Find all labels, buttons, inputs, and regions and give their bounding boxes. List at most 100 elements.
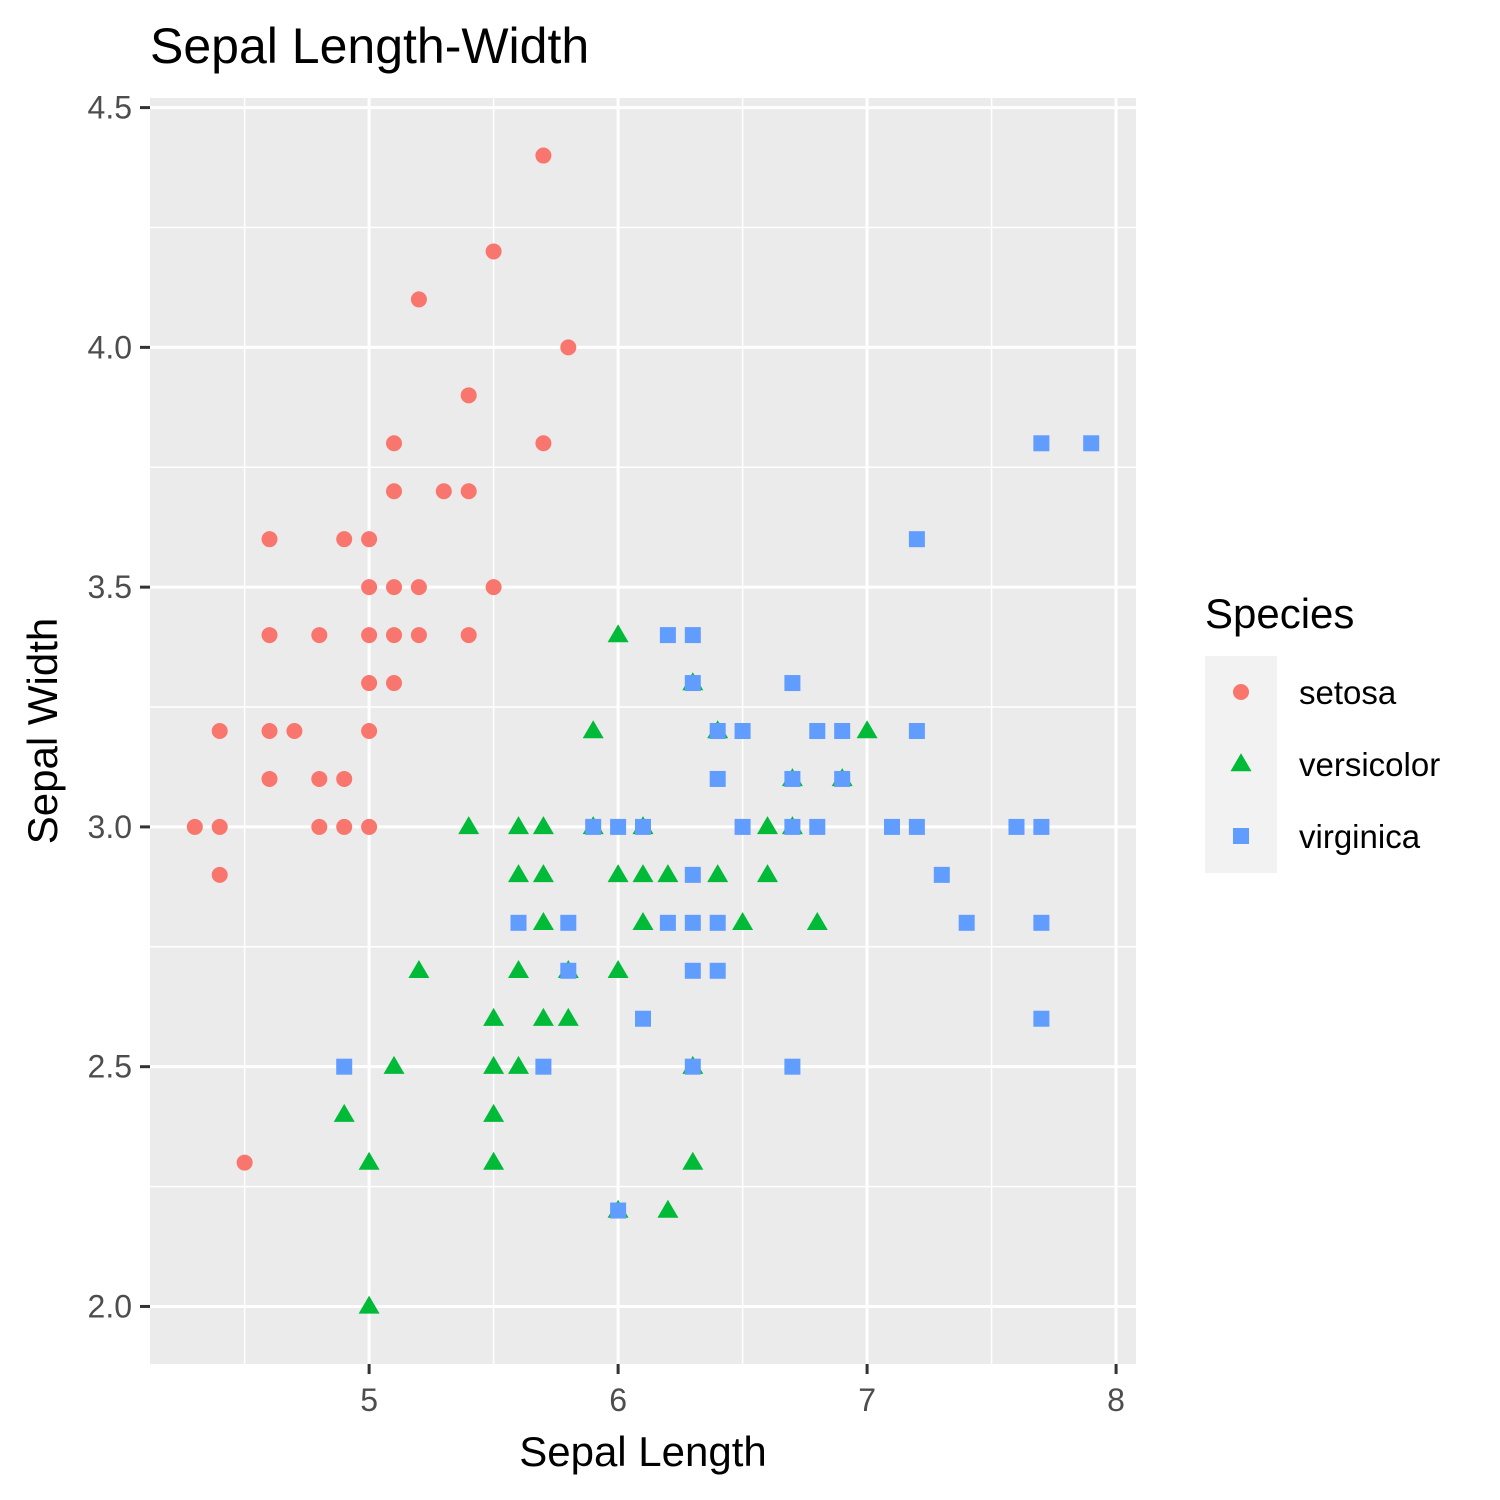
versicolor-point — [607, 959, 629, 978]
setosa-point — [361, 723, 378, 739]
versicolor-point — [732, 912, 754, 931]
versicolor-point — [856, 720, 878, 739]
versicolor-point — [707, 864, 729, 883]
virginica-point — [336, 1058, 353, 1075]
legend-label-virginica: virginica — [1299, 818, 1421, 855]
virginica-point — [809, 818, 826, 835]
setosa-point — [485, 579, 502, 596]
setosa-point — [386, 627, 403, 644]
versicolor-point — [532, 1007, 554, 1026]
virginica-point — [635, 1010, 651, 1027]
virginica-point — [659, 914, 676, 931]
virginica-point — [784, 1058, 801, 1075]
versicolor-point — [582, 720, 604, 739]
legend-item-virginica: virginica — [1233, 818, 1421, 855]
data-points — [186, 147, 1100, 1314]
y-tick-label: 4.0 — [88, 329, 132, 365]
setosa-point — [361, 627, 378, 644]
setosa-point — [361, 675, 378, 692]
virginica-point — [709, 723, 726, 739]
setosa-point — [460, 387, 477, 404]
versicolor-point — [756, 864, 778, 883]
setosa-point — [386, 579, 403, 596]
setosa-point — [535, 435, 552, 452]
y-axis: 2.0 2.5 3.0 3.5 4.0 4.5 — [88, 90, 150, 1324]
virginica-point — [709, 962, 726, 979]
versicolor-point — [806, 912, 828, 931]
versicolor-point — [458, 816, 480, 835]
virginica-point — [560, 962, 577, 979]
legend-title: Species — [1205, 590, 1354, 637]
legend-key-setosa — [1233, 684, 1249, 700]
series-setosa — [186, 147, 577, 1171]
virginica-point — [834, 723, 851, 739]
versicolor-point — [532, 912, 554, 931]
legend-label-versicolor: versicolor — [1299, 746, 1440, 783]
setosa-point — [361, 531, 378, 548]
x-tick-label: 5 — [360, 1382, 378, 1418]
setosa-point — [386, 483, 403, 500]
setosa-point — [336, 818, 353, 835]
x-tick-label: 6 — [609, 1382, 627, 1418]
setosa-point — [410, 291, 427, 308]
setosa-point — [236, 1154, 253, 1171]
x-axis-title: Sepal Length — [519, 1428, 767, 1475]
y-tick-label: 3.0 — [88, 809, 132, 845]
virginica-point — [734, 723, 751, 739]
virginica-point — [684, 866, 701, 883]
versicolor-point — [657, 864, 679, 883]
virginica-point — [933, 866, 950, 883]
virginica-point — [734, 818, 751, 835]
versicolor-point — [508, 959, 530, 978]
virginica-point — [510, 914, 527, 931]
x-axis: 5 6 7 8 — [360, 1364, 1125, 1418]
virginica-point — [784, 675, 801, 692]
setosa-point — [560, 339, 577, 356]
virginica-point — [684, 914, 701, 931]
setosa-point — [410, 579, 427, 596]
virginica-point — [535, 1058, 552, 1075]
setosa-point — [211, 818, 228, 835]
y-tick-label: 2.0 — [88, 1288, 132, 1324]
plot-panel — [150, 98, 1136, 1364]
setosa-point — [211, 723, 228, 739]
virginica-point — [709, 770, 726, 787]
virginica-point — [809, 723, 826, 739]
y-tick-label: 4.5 — [88, 90, 132, 126]
setosa-point — [386, 675, 403, 692]
legend: Species setosa versicolor virginica — [1205, 590, 1440, 873]
setosa-point — [485, 243, 502, 260]
virginica-point — [1008, 818, 1025, 835]
virginica-point — [659, 627, 676, 644]
setosa-point — [286, 723, 303, 739]
virginica-point — [1033, 1010, 1050, 1027]
virginica-point — [709, 914, 726, 931]
virginica-point — [684, 1058, 701, 1075]
virginica-point — [908, 531, 925, 548]
versicolor-point — [408, 959, 430, 978]
virginica-point — [1033, 435, 1050, 452]
versicolor-point — [358, 1151, 380, 1170]
setosa-point — [261, 627, 278, 644]
y-tick-label: 3.5 — [88, 569, 132, 605]
legend-key-virginica — [1233, 828, 1249, 844]
setosa-point — [336, 531, 353, 548]
virginica-point — [784, 818, 801, 835]
virginica-point — [684, 675, 701, 692]
setosa-point — [410, 627, 427, 644]
setosa-point — [361, 818, 378, 835]
x-tick-label: 8 — [1107, 1382, 1125, 1418]
virginica-point — [1083, 435, 1100, 452]
setosa-point — [261, 531, 278, 548]
versicolor-point — [756, 816, 778, 835]
setosa-point — [336, 770, 353, 787]
versicolor-point — [483, 1103, 505, 1122]
virginica-point — [635, 818, 651, 835]
versicolor-point — [607, 624, 629, 643]
versicolor-point — [333, 1103, 355, 1122]
virginica-point — [560, 914, 577, 931]
chart-title: Sepal Length-Width — [150, 18, 589, 74]
setosa-point — [535, 147, 552, 164]
versicolor-point — [383, 1055, 405, 1074]
y-axis-title: Sepal Width — [19, 618, 66, 844]
